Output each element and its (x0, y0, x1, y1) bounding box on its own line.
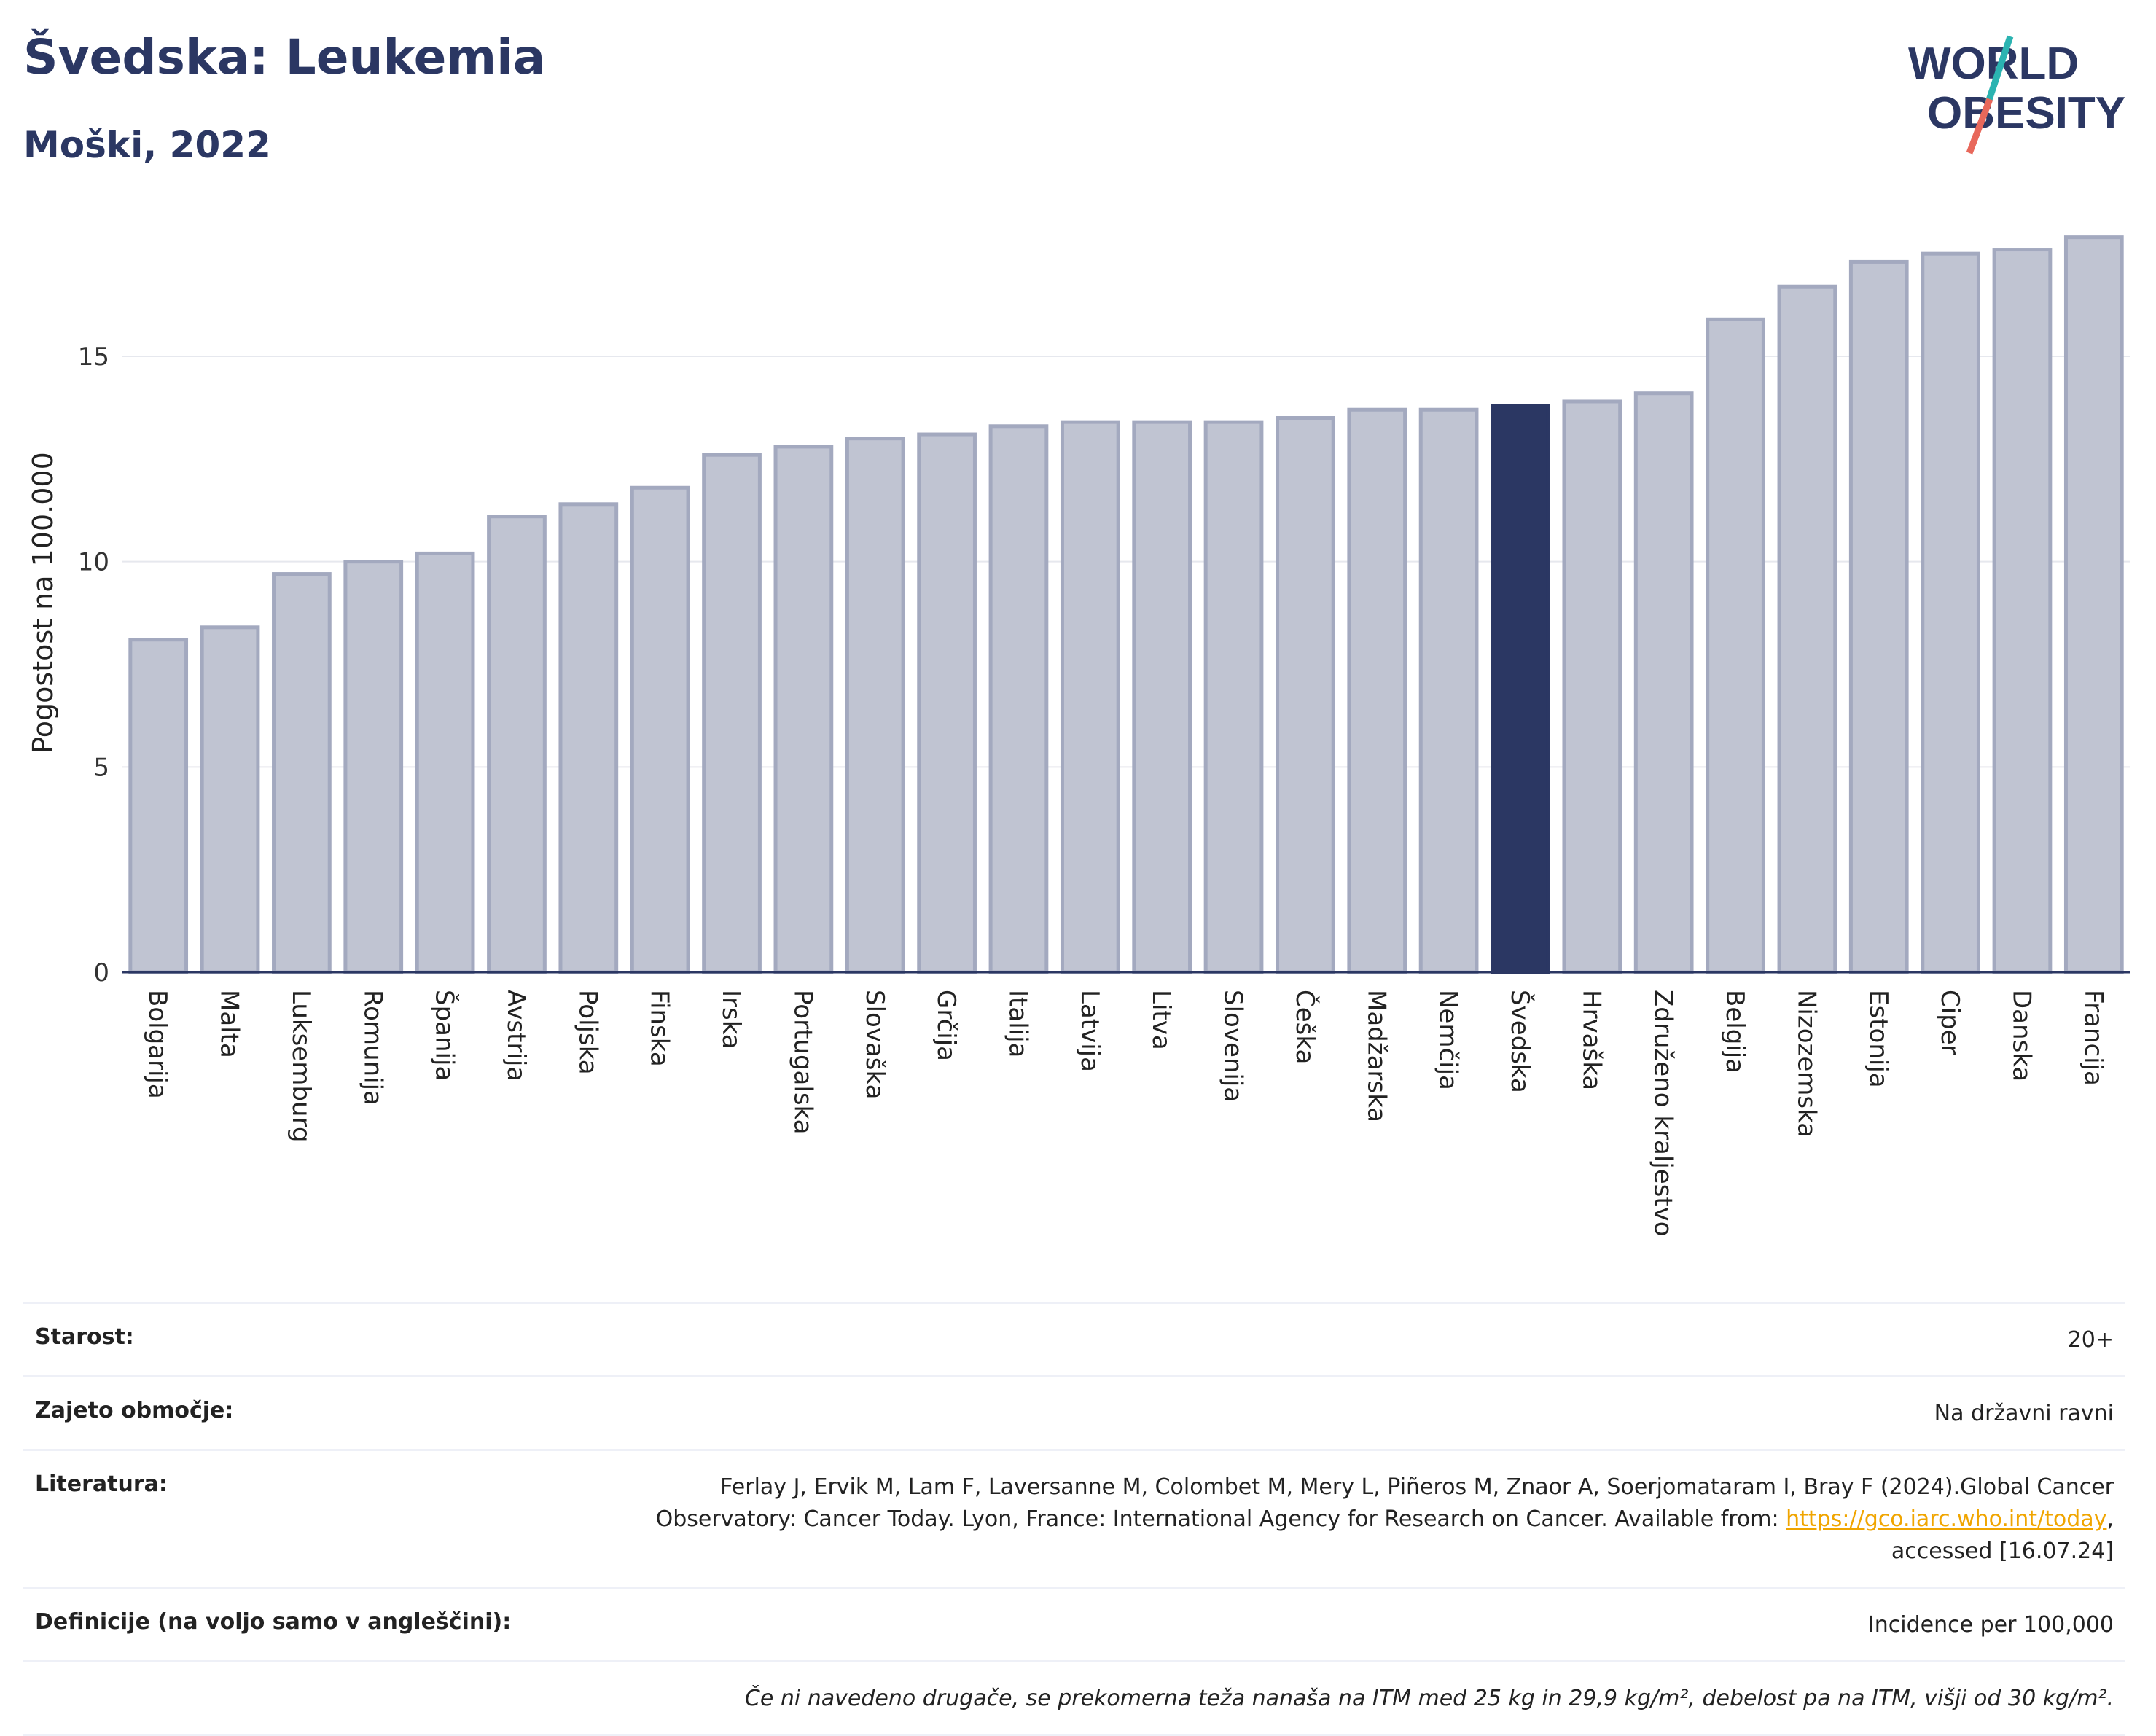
bar-Finska (630, 485, 690, 974)
bar-Belgija (1706, 317, 1765, 974)
x-tick-label: Litva (1147, 990, 1176, 1050)
bar-Romunija (343, 560, 404, 974)
x-tick-label: Danska (2007, 990, 2036, 1082)
bar-Bolgarija (128, 638, 189, 974)
y-tick-label: 5 (93, 753, 109, 782)
reference-text-2: Observatory: Cancer Today. Lyon, France:… (655, 1506, 1786, 1532)
reference-text-4: accessed [16.07.24] (1891, 1538, 2114, 1564)
info-row-definitions: Definicije (na voljo samo v angleščini):… (23, 1587, 2125, 1660)
definitions-value: Incidence per 100,000 (1867, 1612, 2114, 1638)
bar-Nemčija (1418, 407, 1479, 974)
x-tick-label: Ciper (1935, 990, 1964, 1055)
y-tick-label: 10 (78, 548, 109, 577)
bar-Portugalska (773, 445, 834, 974)
bar-Estonija (1848, 259, 1909, 974)
x-tick-label: Francija (2079, 990, 2108, 1086)
x-tick-label: Švedska (1505, 990, 1535, 1093)
x-tick-label: Luksemburg (286, 990, 316, 1142)
x-tick-label: Slovenija (1219, 990, 1248, 1102)
x-tick-label: Finska (645, 990, 674, 1067)
logo-line2: OBESITY (1927, 88, 2125, 138)
bar-Luksemburg (272, 572, 332, 974)
x-tick-label: Latvija (1075, 990, 1104, 1072)
x-tick-label: Združeno kraljestvo (1649, 990, 1678, 1237)
info-row-note: Če ni navedeno drugače, se prekomerna te… (23, 1660, 2125, 1736)
bar-Slovenija (1203, 420, 1264, 974)
x-tick-label: Hrvaška (1577, 990, 1606, 1090)
x-tick-label: Slovaška (860, 990, 889, 1099)
x-tick-label: Malta (215, 990, 244, 1058)
bar-Španija (415, 551, 475, 974)
y-tick-label: 0 (93, 958, 109, 988)
info-row-references: Literatura: Ferlay J, Ervik M, Lam F, La… (23, 1449, 2125, 1587)
logo-slash-red (1966, 98, 1993, 155)
coverage-label: Zajeto območje: (35, 1398, 234, 1423)
bar-Poljska (558, 502, 619, 974)
definitions-label: Definicije (na voljo samo v angleščini): (35, 1609, 512, 1635)
info-row-coverage: Zajeto območje: Na državni ravni (23, 1375, 2125, 1449)
x-tick-label: Poljska (573, 990, 602, 1075)
bar-chart: 0 5 10 15 Pogostost na 100.000 Bolgarija Malta… (27, 235, 2130, 1237)
bar-Ciper (1921, 251, 1980, 974)
reference-link[interactable]: https://gco.iarc.who.int/today (1786, 1506, 2107, 1532)
bar-Irska (702, 453, 762, 974)
references-label: Literatura: (35, 1471, 168, 1497)
reference-text-3: , (2106, 1506, 2114, 1532)
chart-title: Švedska: Leukemia (23, 29, 546, 85)
bar-Grčija (917, 432, 977, 974)
coverage-value: Na državni ravni (1934, 1401, 2114, 1426)
x-tick-label: Italija (1003, 990, 1032, 1057)
bar-Danska (1992, 248, 2053, 974)
bar-Malta (200, 625, 260, 974)
x-tick-label: Belgija (1720, 990, 1749, 1074)
bmi-note: Če ni navedeno drugače, se prekomerna te… (744, 1686, 2114, 1711)
reference-text-1: Ferlay J, Ervik M, Lam F, Laversanne M, … (720, 1474, 2114, 1500)
bar-Združeno kraljestvo (1633, 391, 1694, 974)
bar-Latvija (1060, 420, 1120, 974)
y-axis-label: Pogostost na 100.000 (27, 452, 59, 754)
bar-Madžarska (1347, 407, 1407, 974)
y-tick-label: 15 (78, 343, 109, 372)
age-value: 20+ (2067, 1327, 2114, 1353)
x-tick-label: Estonija (1864, 990, 1893, 1088)
x-tick-label: Nemčija (1434, 990, 1463, 1090)
bar-Litva (1132, 420, 1192, 974)
bar-Avstrija (487, 515, 547, 974)
x-tick-label: Madžarska (1362, 990, 1391, 1122)
bar-Hrvaška (1562, 399, 1622, 974)
bar-Nizozemska (1777, 284, 1837, 974)
x-tick-label: Irska (716, 990, 746, 1049)
references-value: Ferlay J, Ervik M, Lam F, Laversanne M, … (656, 1471, 2114, 1568)
x-tick-label: Španija (430, 990, 460, 1081)
x-tick-label: Grčija (931, 990, 961, 1061)
bar-Francija (2063, 235, 2124, 974)
age-label: Starost: (35, 1324, 134, 1350)
chart-subtitle: Moški, 2022 (23, 124, 271, 166)
bar-Italija (988, 424, 1049, 974)
info-row-age: Starost: 20+ (23, 1302, 2125, 1375)
x-tick-label: Romunija (358, 990, 387, 1106)
info-table: Starost: 20+ Zajeto območje: Na državni … (23, 1302, 2125, 1736)
x-tick-label: Bolgarija (143, 990, 172, 1099)
bar-Švedska (1491, 404, 1550, 974)
world-obesity-logo: WORLD OBESITY (1908, 35, 2125, 155)
x-tick-label: Nizozemska (1792, 990, 1821, 1138)
x-tick-label: Portugalska (788, 990, 817, 1134)
x-tick-label: Avstrija (501, 990, 531, 1082)
logo-slash-teal (1985, 35, 2014, 103)
x-tick-label: Češka (1290, 990, 1320, 1064)
bar-Češka (1276, 416, 1335, 974)
bar-Slovaška (845, 437, 905, 974)
